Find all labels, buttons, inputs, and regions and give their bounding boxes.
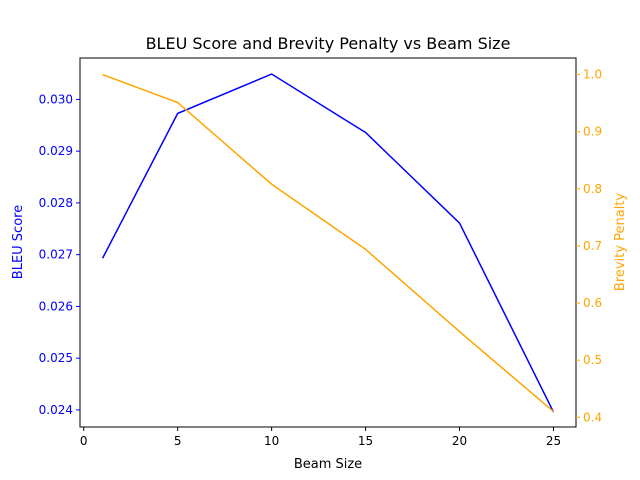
x-axis-label: Beam Size [294,457,362,472]
y-axis-left-label: BLEU Score [11,205,26,279]
y-left-tick-label: 0.030 [39,92,73,106]
x-axis: 0 5 10 15 20 25 [80,427,561,448]
y-right-tick-label: 0.6 [583,296,602,310]
y-right-tick-label: 0.8 [583,182,602,196]
y-right-tick-label: 0.5 [583,353,602,367]
y-left-tick-label: 0.025 [39,351,73,365]
y-left-tick-label: 0.027 [39,248,73,262]
x-tick-label: 25 [546,434,561,448]
x-tick-label: 10 [264,434,279,448]
y-left-tick-label: 0.029 [39,144,73,158]
x-tick-label: 20 [452,434,467,448]
y-right-tick-label: 0.9 [583,125,602,139]
x-tick-label: 15 [358,434,373,448]
brevity-penalty-line [102,73,554,413]
x-tick-label: 5 [174,434,182,448]
chart-title: BLEU Score and Brevity Penalty vs Beam S… [146,34,511,53]
y-right-tick-label: 1.0 [583,68,602,82]
y-axis-left: 0.024 0.025 0.026 0.027 0.028 0.029 0.030 [39,92,80,417]
y-axis-right: 0.4 0.5 0.6 0.7 0.8 0.9 1.0 [576,68,602,424]
bleu-score-line [101,73,555,413]
y-left-tick-label: 0.028 [39,196,73,210]
series-layer [101,73,555,413]
x-tick-label: 0 [80,434,88,448]
y-right-tick-label: 0.4 [583,410,602,424]
y-left-tick-label: 0.026 [39,299,73,313]
y-left-tick-label: 0.024 [39,403,73,417]
plot-area-frame [79,57,577,428]
y-axis-right-label: Brevity Penalty [613,193,628,291]
y-right-tick-label: 0.7 [583,239,602,253]
